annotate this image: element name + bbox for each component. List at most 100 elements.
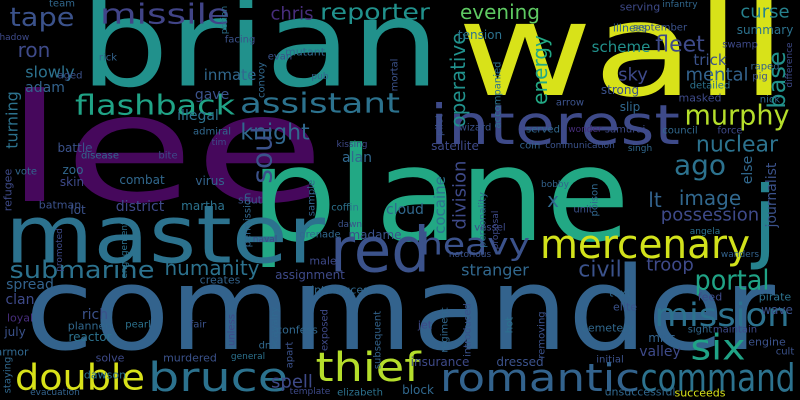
word: refugee [2,169,15,212]
word: trick [693,51,726,69]
word: feed [698,291,722,304]
word: miss [648,331,676,345]
word: slip [620,100,641,114]
word: exposed [320,309,331,351]
word: thief [316,345,422,391]
word: valley [639,344,681,360]
word: tim [212,138,227,148]
word: murphy [685,99,790,132]
word: cemetery [582,322,635,335]
word: wonder [568,125,602,135]
word: unsuccessful [605,386,676,399]
word: pearl [125,320,151,331]
word: confess [276,324,318,337]
word: slowly [25,63,75,82]
word: personality [478,192,489,248]
word: energy [528,35,552,105]
word: curse [740,2,789,23]
word: hot [505,317,516,333]
word: kissing [336,140,367,150]
word: arrow [556,98,584,109]
word: rich [82,307,108,323]
word: interest [430,93,680,157]
word: creates [200,274,241,287]
word: block [402,383,434,397]
word: commander [25,243,776,377]
word: satellite [431,139,479,153]
word: introduced [463,303,474,357]
word: knight [240,121,310,146]
word: staying [3,357,14,394]
word: insurance [411,355,470,369]
word: possession [661,205,759,226]
word: potion [220,6,230,34]
word: spell [271,372,313,393]
word: mercenary [540,222,750,268]
word: unit [573,205,592,216]
word: template [290,387,331,397]
word: lt [648,188,662,212]
word: portal [695,264,770,297]
word: facing [225,35,256,46]
word: x [547,188,559,212]
word: pub [311,72,328,82]
word: july [3,325,25,339]
word: troop [646,255,694,276]
word: proposal [491,211,501,250]
word: gave [195,87,229,103]
word: humanity [165,256,260,280]
word: flashback [75,89,236,122]
word: cult [776,347,795,358]
word: lot [70,203,86,217]
word: assignment [275,268,345,282]
word: mission [655,296,790,334]
word: inmate [204,66,257,84]
word: cavalry [270,307,281,344]
word: pirate [759,291,792,304]
word: coffin [331,203,359,214]
word: raped [750,62,779,73]
word: tension [458,28,502,42]
word: illegal [177,108,219,124]
word: operative [446,32,470,127]
word: martha [181,199,225,213]
word: naval [253,235,278,245]
word: fair [190,320,207,331]
word: tape [10,3,75,33]
word: introduces [311,284,369,297]
word: mortal [390,59,401,92]
word: engagement [120,221,130,279]
word: wall [457,0,787,126]
word: scheme [592,38,651,56]
word: masked [679,92,722,105]
word: serving [620,1,661,14]
word: planned [68,320,112,333]
word: force [717,126,742,137]
word: reporter [320,1,431,26]
word: served [526,125,560,136]
word: team [49,0,75,10]
word: evan [268,52,293,63]
word: missile [100,0,230,31]
word: lee [5,63,325,237]
word: accompanied [493,61,504,128]
word: image [679,186,741,210]
word: cloud [386,202,424,218]
word: general [231,352,265,362]
word: grenade [299,230,340,241]
word: heavy [420,228,530,263]
word: division [450,161,471,230]
word: civil [578,258,621,283]
word: wanders [721,250,760,260]
word: jet [417,319,433,332]
word: master [5,189,325,282]
word: armor [0,346,29,359]
word: mental [685,65,748,86]
word: singh [628,144,652,154]
word: permission [243,193,254,248]
word: mutant [285,46,326,59]
word: adam [25,80,65,96]
word: madame [348,228,401,242]
word: council [662,126,697,137]
word: nick [760,95,781,106]
